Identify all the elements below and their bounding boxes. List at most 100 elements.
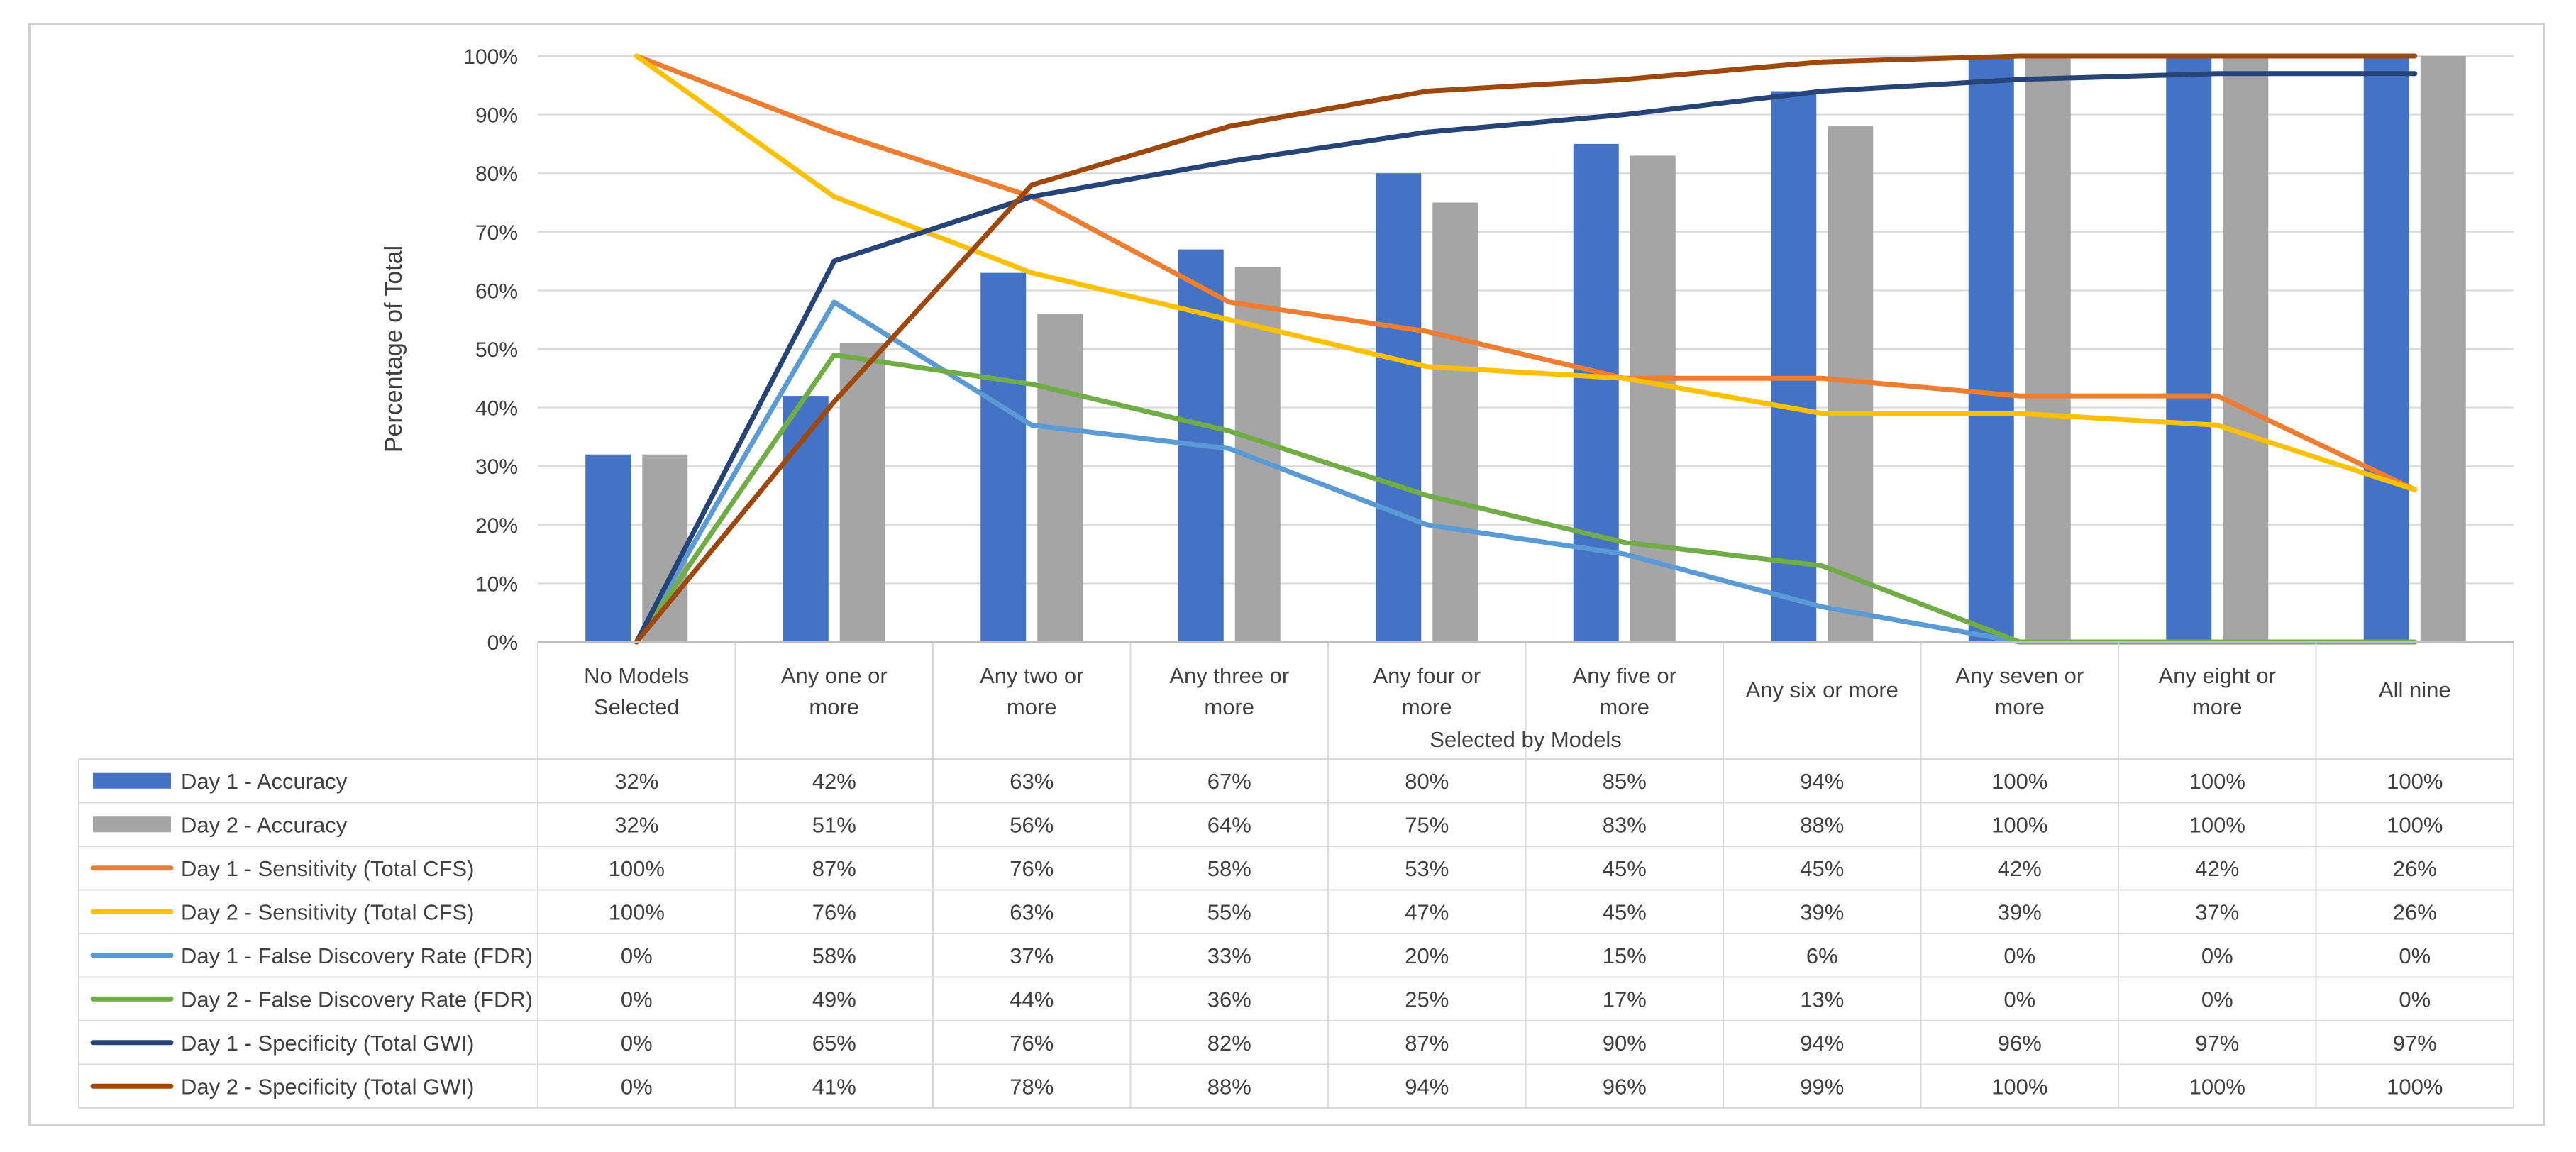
data-table-cell: 78%	[1010, 1074, 1054, 1099]
data-table-cell: 94%	[1800, 1031, 1844, 1056]
data-table-cell: 0%	[2201, 987, 2233, 1012]
data-table-cell: 42%	[2195, 856, 2239, 881]
data-table-cell: 51%	[812, 812, 856, 837]
x-axis-title: Selected by Models	[1430, 727, 1622, 752]
bar	[2025, 56, 2071, 642]
bar	[839, 343, 885, 642]
data-table-cell: 88%	[1207, 1074, 1251, 1099]
data-table-cell: 0%	[2003, 987, 2035, 1012]
legend-label: Day 1 - Accuracy	[181, 769, 348, 794]
data-table-cell: 80%	[1405, 769, 1449, 794]
y-tick-label: 80%	[475, 162, 518, 186]
category-label: All nine	[2379, 677, 2451, 702]
bar	[2363, 56, 2409, 642]
data-table-cell: 97%	[2393, 1031, 2437, 1056]
data-table-cell: 20%	[1405, 943, 1449, 968]
data-table-cell: 100%	[2189, 769, 2245, 794]
y-tick-label: 70%	[475, 221, 518, 245]
data-table-cell: 36%	[1207, 987, 1251, 1012]
legend-key	[93, 816, 171, 833]
data-table-cell: 56%	[1010, 812, 1054, 837]
data-table-cell: 0%	[621, 1074, 653, 1099]
data-table-cell: 90%	[1603, 1031, 1647, 1056]
data-table-cell: 65%	[812, 1031, 856, 1056]
bar	[1376, 173, 1422, 642]
y-tick-label: 40%	[475, 397, 518, 421]
combo-chart: 0% 10% 20% 30% 40% 50% 60% 70% 80% 90% 100% Percent…	[78, 45, 2514, 1109]
category-label: Any five or	[1573, 663, 1676, 688]
data-table-cell: 25%	[1405, 987, 1449, 1012]
data-table-cell: 6%	[1806, 943, 1838, 968]
data-table-cell: 17%	[1603, 987, 1647, 1012]
data-table-cell: 87%	[1405, 1031, 1449, 1056]
category-label: more	[1402, 694, 1452, 719]
data-table-cell: 100%	[2387, 1074, 2443, 1099]
data-table-cell: 42%	[1998, 856, 2042, 881]
y-tick-label: 90%	[475, 104, 518, 128]
data-table-cell: 83%	[1603, 812, 1647, 837]
data-table-cell: 44%	[1010, 987, 1054, 1012]
category-label: Any three or	[1169, 663, 1289, 688]
category-label: Any eight or	[2159, 663, 2276, 688]
legend-label: Day 2 - Sensitivity (Total CFS)	[181, 899, 474, 924]
bar	[2420, 56, 2466, 642]
data-table-cell: 87%	[812, 856, 856, 881]
data-table-cell: 85%	[1603, 769, 1647, 794]
data-table-cell: 58%	[812, 943, 856, 968]
series-line	[634, 53, 2418, 492]
data-table-cell: 58%	[1207, 856, 1251, 881]
legend-key	[93, 772, 171, 789]
y-axis-title: Percentage of Total	[380, 245, 407, 453]
data-table-cell: 100%	[2189, 1074, 2245, 1099]
bar	[1968, 56, 2014, 642]
data-table-cell: 75%	[1405, 812, 1449, 837]
bar	[1573, 143, 1619, 642]
bar	[1630, 155, 1676, 643]
legend-label: Day 2 - Specificity (Total GWI)	[181, 1074, 474, 1099]
y-tick-label: 100%	[463, 45, 518, 69]
data-table-cell: 26%	[2393, 856, 2437, 881]
y-tick-label: 50%	[475, 338, 518, 362]
bar	[2166, 56, 2212, 642]
data-table-cell: 49%	[812, 987, 856, 1012]
data-table-cell: 96%	[1603, 1074, 1647, 1099]
data-table-cell: 100%	[1991, 1074, 2047, 1099]
data-table-cell: 15%	[1603, 943, 1647, 968]
bar	[980, 272, 1027, 642]
y-tick-label: 30%	[475, 455, 518, 479]
data-table-cell: 76%	[1010, 856, 1054, 881]
bar	[1432, 202, 1478, 642]
category-label: more	[1204, 694, 1254, 719]
data-table-cell: 0%	[621, 987, 653, 1012]
bar	[1037, 314, 1083, 642]
data-table-cell: 63%	[1010, 769, 1054, 794]
category-label: more	[1994, 694, 2045, 719]
data-table-cell: 100%	[2387, 769, 2443, 794]
data-table-cell: 55%	[1207, 899, 1251, 924]
data-table-cell: 13%	[1800, 987, 1844, 1012]
category-label: Any seven or	[1955, 663, 2084, 688]
category-label: more	[809, 694, 859, 719]
data-table-cell: 88%	[1800, 812, 1844, 837]
data-table-cell: 45%	[1603, 856, 1647, 881]
bar	[1771, 91, 1817, 642]
data-table-cell: 33%	[1207, 943, 1251, 968]
data-table-cell: 0%	[2003, 943, 2035, 968]
legend-label: Day 1 - False Discovery Rate (FDR)	[181, 943, 533, 968]
data-table-cell: 47%	[1405, 899, 1449, 924]
data-table-cell: 32%	[614, 769, 658, 794]
data-table-cell: 32%	[614, 812, 658, 837]
category-label: more	[1007, 694, 1057, 719]
data-table-cell: 64%	[1207, 812, 1251, 837]
category-label: Any one or	[781, 663, 888, 688]
series-line	[634, 53, 2418, 645]
legend-label: Day 2 - False Discovery Rate (FDR)	[181, 987, 533, 1012]
legend-label: Day 1 - Sensitivity (Total CFS)	[181, 856, 474, 881]
data-table-cell: 99%	[1800, 1074, 1844, 1099]
data-table-cell: 41%	[812, 1074, 856, 1099]
chart-frame: 0% 10% 20% 30% 40% 50% 60% 70% 80% 90% 100% Percent…	[28, 23, 2545, 1126]
y-tick-label: 0%	[487, 631, 518, 655]
data-table-cell: 37%	[2195, 899, 2239, 924]
data-table-cell: 45%	[1800, 856, 1844, 881]
data-table-cell: 100%	[609, 856, 665, 881]
